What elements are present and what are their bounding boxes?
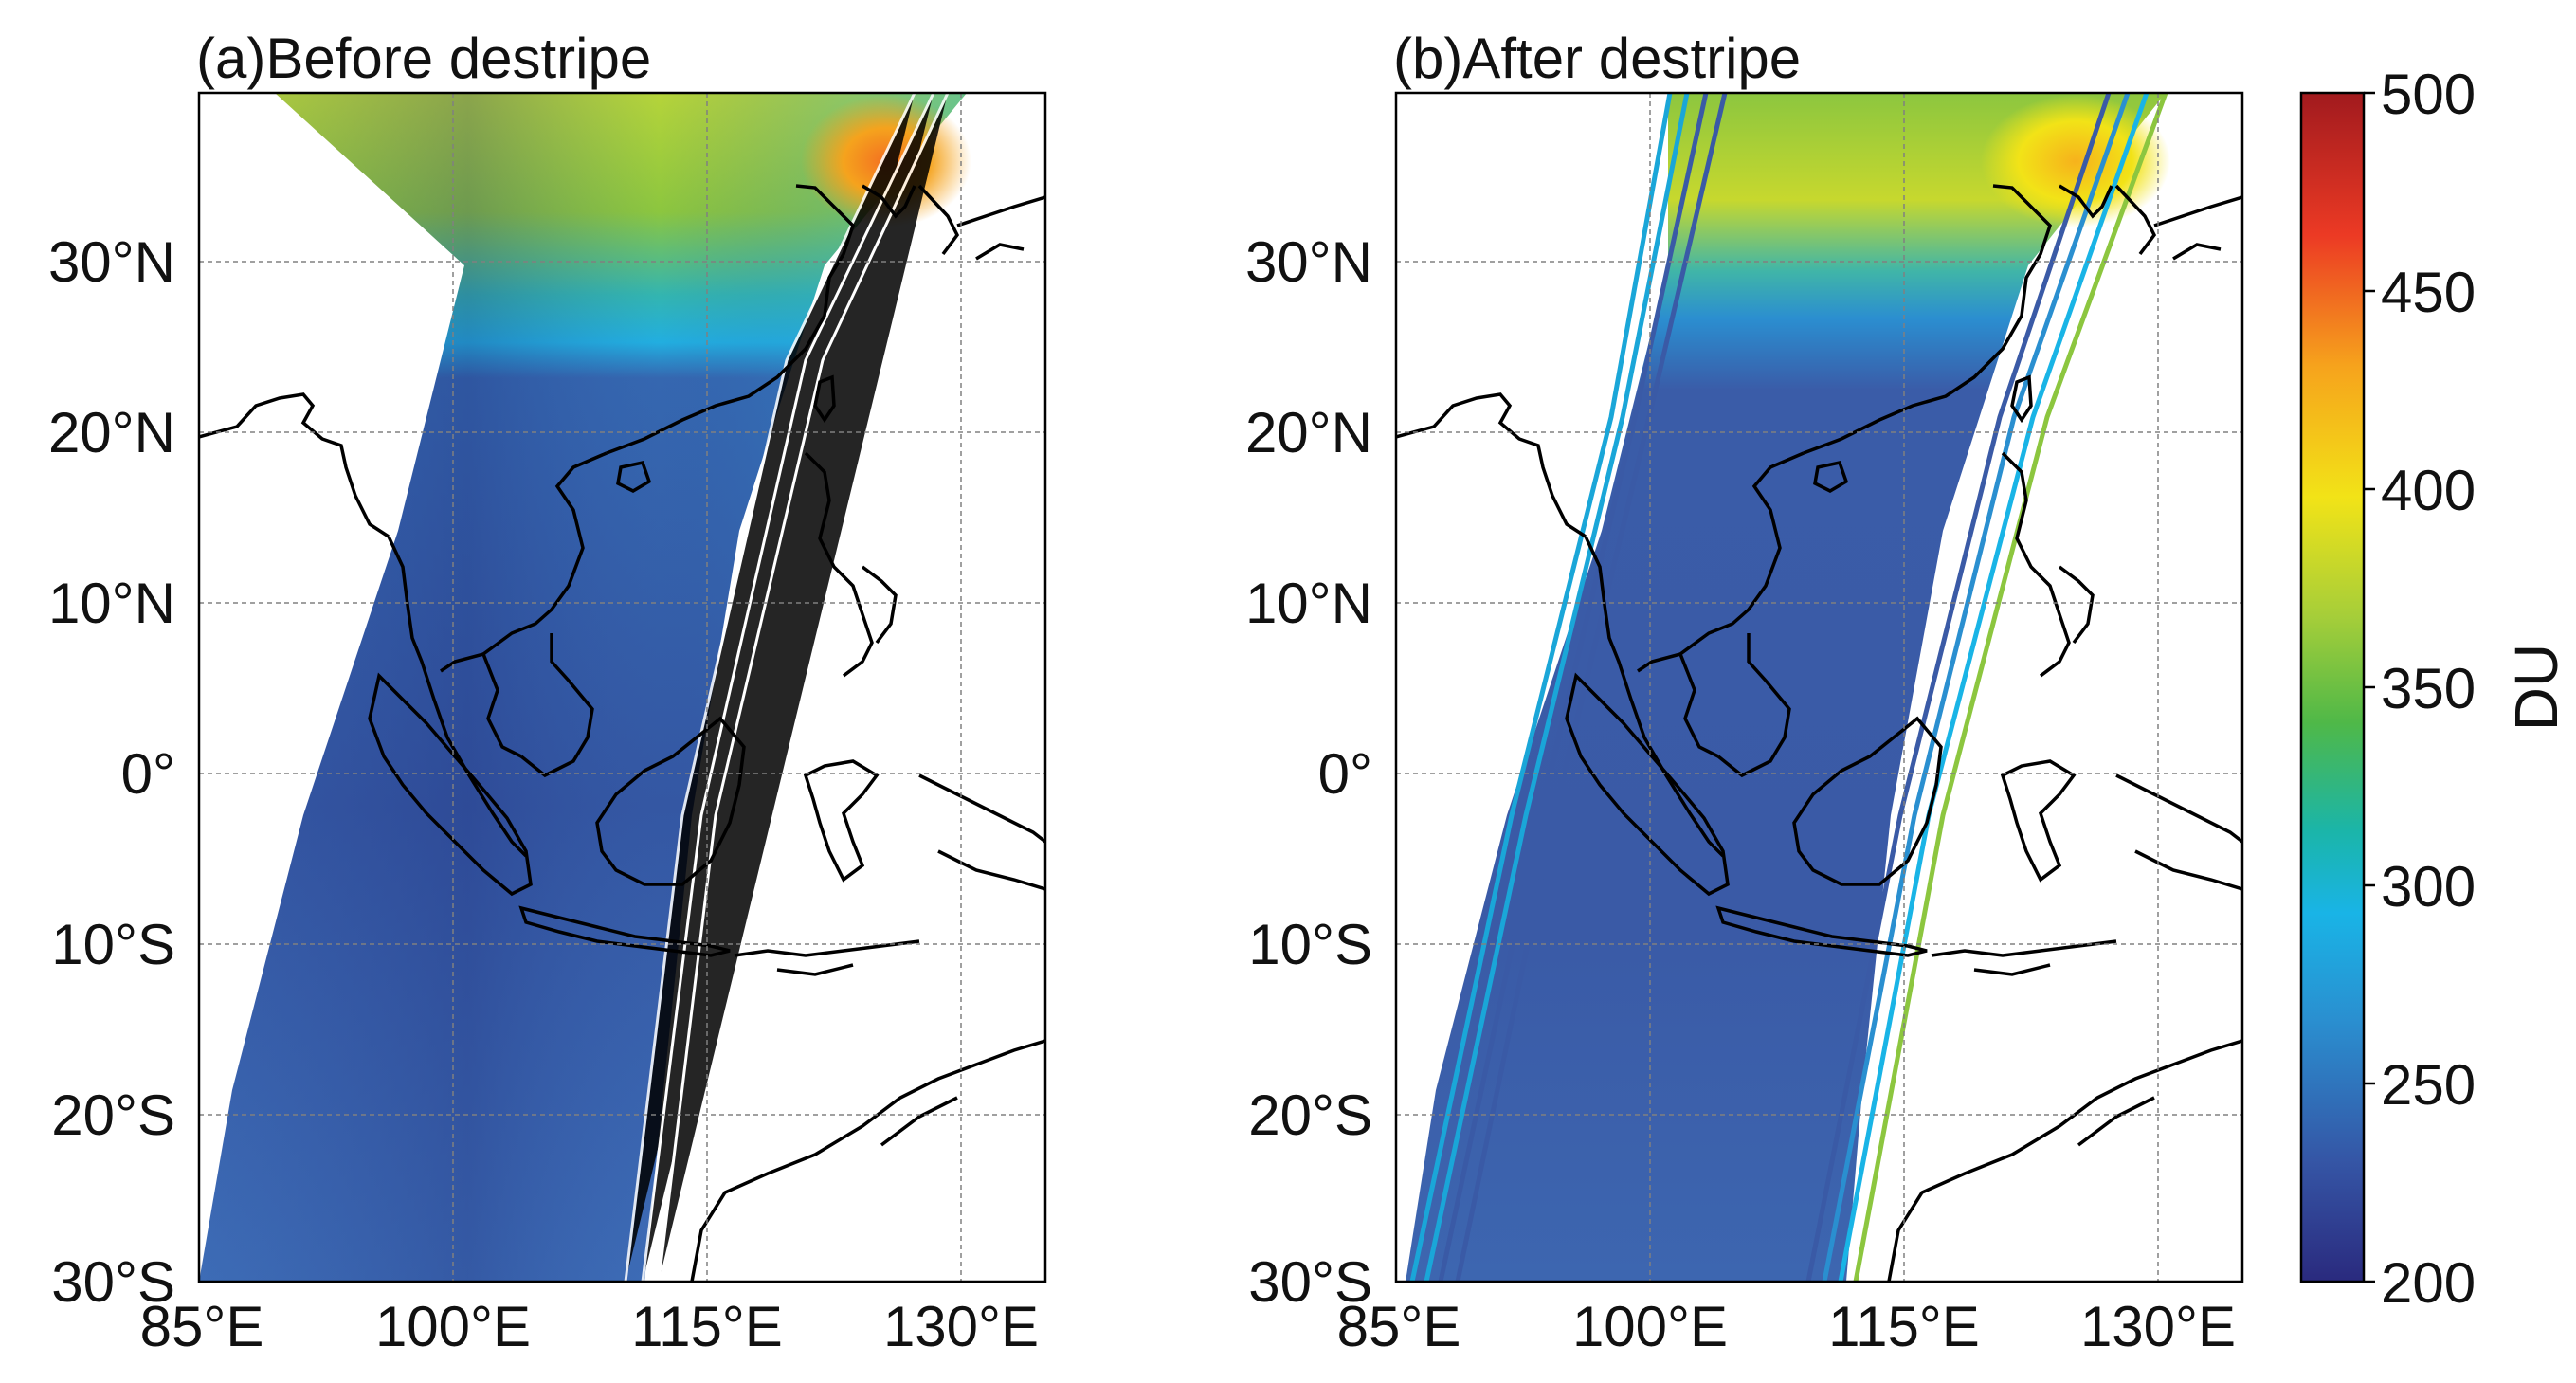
lon-label: 115°E: [631, 1295, 783, 1358]
lat-labels-a: 30°N 20°N 10°N 0° 10°S 20°S 30°S: [48, 230, 175, 1314]
gridlines-b: [1396, 93, 2242, 1282]
lon-label: 100°E: [1572, 1295, 1728, 1358]
gridlines-a: [199, 93, 1045, 1282]
lon-label: 85°E: [1337, 1295, 1461, 1358]
colorbar-tick-label: 350: [2381, 657, 2476, 720]
colorbar-tick-label: 450: [2381, 261, 2476, 324]
lat-label: 10°N: [48, 572, 175, 635]
colorbar-tick-labels: 500 450 400 350 300 250 200: [2381, 63, 2476, 1315]
lat-label: 0°: [121, 742, 175, 806]
lat-label: 30°S: [51, 1250, 175, 1314]
swath-b: [1406, 93, 2166, 1282]
lon-label: 100°E: [375, 1295, 531, 1358]
swath-edges-b: [1409, 93, 2168, 1282]
colorbar-label: DU: [2502, 644, 2570, 731]
lon-label: 115°E: [1828, 1295, 1980, 1358]
lat-label: 30°N: [48, 230, 175, 294]
map-frame-a: [197, 91, 1047, 1283]
lat-label: 20°S: [1248, 1083, 1372, 1147]
lat-label: 10°S: [51, 913, 175, 976]
colorbar: 500 450 400 350 300 250 200 DU: [2299, 63, 2570, 1315]
lat-label: 20°N: [48, 401, 175, 464]
panel-title-a: (a)Before destripe: [196, 27, 651, 90]
colorbar-tick-label: 500: [2381, 63, 2476, 126]
lat-label: 20°S: [51, 1083, 175, 1147]
lat-label: 30°S: [1248, 1250, 1372, 1314]
lon-labels-b: 85°E 100°E 115°E 130°E: [1337, 1295, 2236, 1358]
colorbar-tick-label: 300: [2381, 855, 2476, 919]
colorbar-gradient: [2299, 91, 2366, 1283]
lon-label: 130°E: [883, 1295, 1039, 1358]
stripe-artifacts-a: [624, 93, 950, 1282]
panel-a: (a)Before destripe 30°N 20°N 10°N 0° 10°…: [48, 27, 1047, 1358]
colorbar-tick-label: 200: [2381, 1251, 2476, 1315]
panel-b: (b)After destripe 30°N 20°N 10°N 0° 10°S…: [1245, 27, 2244, 1358]
lat-label: 0°: [1318, 742, 1372, 806]
panel-title-b: (b)After destripe: [1393, 27, 1801, 90]
lat-label: 30°N: [1245, 230, 1372, 294]
lon-label: 130°E: [2080, 1295, 2236, 1358]
lat-labels-b: 30°N 20°N 10°N 0° 10°S 20°S 30°S: [1245, 230, 1372, 1314]
lon-label: 85°E: [140, 1295, 264, 1358]
map-frame-b: [1394, 91, 2244, 1283]
colorbar-tick-label: 400: [2381, 459, 2476, 522]
colorbar-tick-label: 250: [2381, 1053, 2476, 1117]
lat-label: 20°N: [1245, 401, 1372, 464]
lon-labels-a: 85°E 100°E 115°E 130°E: [140, 1295, 1039, 1358]
lat-label: 10°N: [1245, 572, 1372, 635]
lat-label: 10°S: [1248, 913, 1372, 976]
colorbar-ticks: [2364, 91, 2375, 1283]
